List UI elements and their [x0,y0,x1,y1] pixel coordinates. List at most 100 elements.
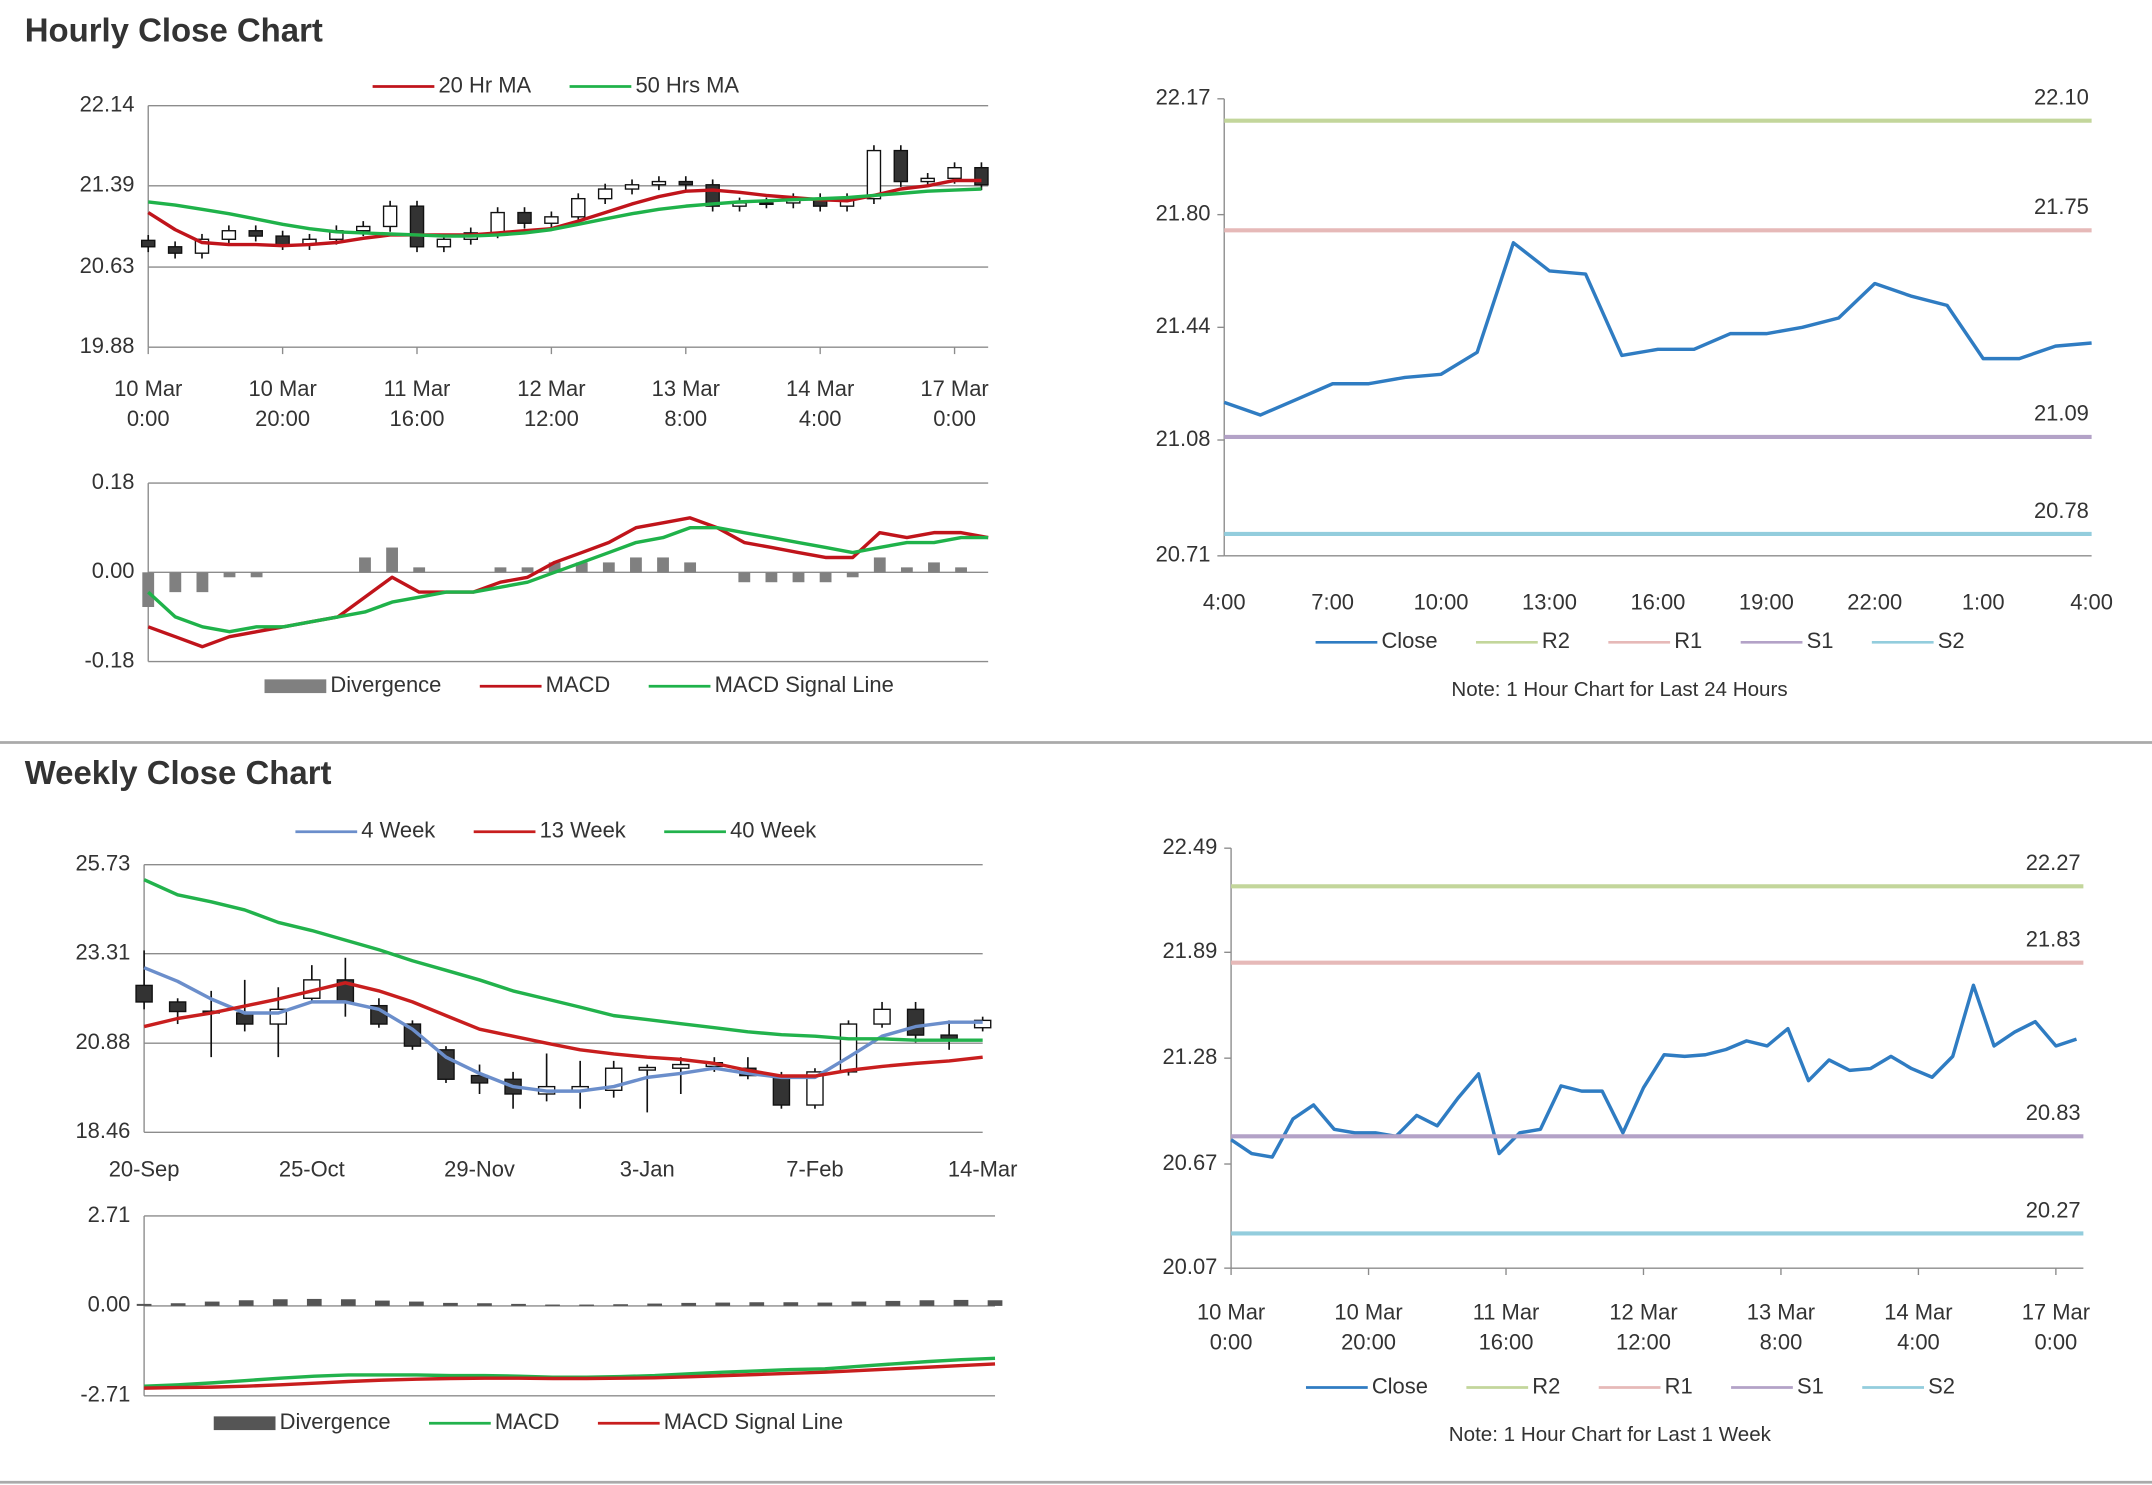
divergence-bar [817,1302,833,1306]
candle-body [275,235,290,246]
candle-body [168,1001,187,1013]
divergence-bar [928,562,940,573]
divergence-bar [630,557,642,573]
y-tick-label: 22.17 [1156,85,1211,110]
divergence-bar [477,1303,492,1306]
legend-label: Close [1372,1373,1428,1398]
y-tick-label: 21.08 [1156,426,1211,451]
x-tick-label: 14 Mar 4:00 [1884,1299,1952,1354]
legend-label: MACD Signal Line [664,1409,843,1434]
y-tick-label: 20.71 [1156,542,1211,567]
candle-body [893,149,909,183]
divergence-bar [250,572,263,578]
candle-body [470,1074,489,1084]
y-tick-label: 18.46 [75,1118,130,1143]
divergence-bar [792,572,805,583]
legend-label: S1 [1797,1373,1824,1398]
x-tick-label: 10 Mar 20:00 [248,376,316,431]
x-tick-label: 12 Mar 12:00 [1609,1299,1677,1354]
section-title: Weekly Close Chart [25,754,332,791]
candle-body [167,246,183,254]
candle-body [672,1063,690,1069]
divergence-bar [684,562,697,573]
pivot-label: 22.10 [2034,85,2089,110]
divergence-bar [375,1300,390,1306]
divergence-bar [386,547,398,573]
candle-body [544,216,559,224]
candle-body [436,238,452,248]
x-tick-label: 22:00 [1847,590,1902,615]
y-tick-label: 22.49 [1162,834,1217,859]
divergence-bar [657,557,669,573]
x-tick-label: 13:00 [1522,590,1577,615]
x-tick-label: 13 Mar 8:00 [652,376,720,431]
series-line [144,1356,996,1388]
candle-body [940,1034,958,1040]
legend-label: S1 [1807,628,1834,653]
y-tick-label: -2.71 [80,1382,130,1407]
candle-body [382,205,398,228]
chart-note: Note: 1 Hour Chart for Last 24 Hours [1451,678,1787,701]
candle-body [221,230,237,240]
divergence-bar [169,572,182,593]
y-tick-label: 20.07 [1162,1254,1217,1279]
y-tick-label: 0.18 [92,469,135,494]
divergence-bar [900,567,913,573]
candle-body [806,1071,824,1106]
candle-body [624,184,640,190]
x-tick-label: 29-Nov [444,1157,515,1182]
x-tick-label: 10 Mar 20:00 [1334,1299,1402,1354]
x-tick-label: 10 Mar 0:00 [114,376,182,431]
x-tick-label: 4:00 [1203,590,1246,615]
pivot-label: 20.78 [2034,498,2089,523]
x-tick-label: 1:00 [1962,590,2005,615]
candle-body [638,1066,656,1071]
divergence-bar [223,572,236,578]
divergence-bar [819,572,832,583]
candle-body [866,149,882,200]
x-tick-label: 10 Mar 0:00 [1197,1299,1265,1354]
x-tick-label: 3-Jan [620,1157,675,1182]
legend-label: 20 Hr MA [438,72,531,97]
divergence-bar [987,1300,1003,1306]
divergence-bar [953,1299,969,1306]
candle-body [873,1008,891,1025]
x-tick-label: 12 Mar 12:00 [517,376,585,431]
divergence-bar [521,567,534,573]
x-tick-label: 14 Mar 4:00 [786,376,854,431]
x-tick-label: 7:00 [1311,590,1354,615]
y-tick-label: 21.39 [80,172,135,197]
divergence-bar [238,1300,254,1306]
divergence-bar [413,567,426,573]
divergence-bar [511,1303,526,1306]
x-tick-label: 17 Mar 0:00 [920,376,988,431]
candle-body [772,1074,791,1106]
candle-body [140,239,156,248]
pivot-label: 21.75 [2034,194,2089,219]
divergence-bar [749,1302,765,1306]
x-tick-label: 20-Sep [109,1157,180,1182]
divergence-bar [765,572,778,583]
candle-body [517,211,532,224]
series-line [143,981,983,1078]
legend-label: S2 [1938,628,1965,653]
y-tick-label: 21.28 [1162,1044,1217,1069]
series-line [147,525,989,634]
divergence-bar [136,1303,152,1306]
y-tick-label: 22.14 [80,91,135,116]
pivot-label: 20.83 [2026,1100,2081,1125]
legend-label: 50 Hrs MA [635,72,739,97]
chart-note: Note: 1 Hour Chart for Last 1 Week [1449,1423,1772,1446]
divergence-bar [545,1304,560,1306]
y-tick-label: 21.89 [1162,938,1217,963]
divergence-bar [851,1301,867,1306]
pivot-label: 21.09 [2034,401,2089,426]
divergence-bar [306,1298,322,1306]
divergence-bar [647,1303,663,1306]
x-tick-label: 10:00 [1414,590,1469,615]
series-line [1223,241,2092,417]
candle-body [356,225,371,232]
legend-label: R1 [1674,628,1702,653]
x-tick-label: 13 Mar 8:00 [1747,1299,1815,1354]
section-title: Hourly Close Chart [25,12,323,49]
